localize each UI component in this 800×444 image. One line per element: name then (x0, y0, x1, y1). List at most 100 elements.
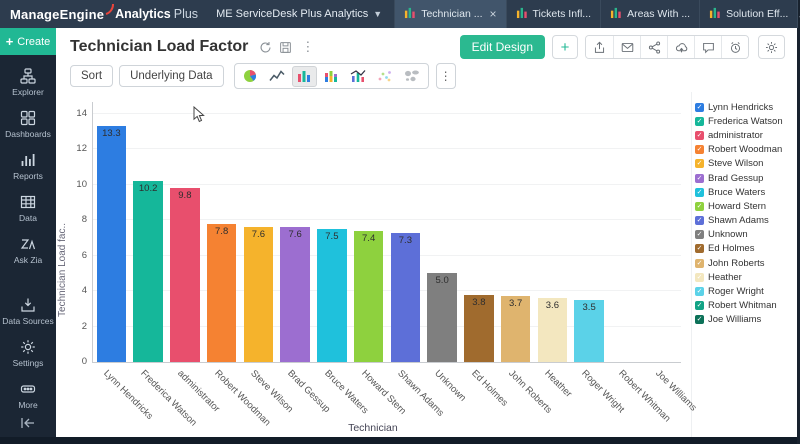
bar-brad-gessup[interactable] (280, 227, 310, 362)
bar-robert-woodman[interactable] (206, 223, 237, 362)
legend-checkbox[interactable]: ✓ (695, 159, 704, 169)
more-options-icon[interactable]: ⋮ (301, 39, 315, 54)
create-button[interactable]: + Create (0, 28, 56, 55)
tab-areas-with[interactable]: Areas With ... (600, 0, 699, 28)
publish-button[interactable] (667, 36, 694, 58)
add-button[interactable]: + (552, 35, 578, 59)
sidebar-nav: Explorer Dashboards Reports Data Ask Zia Data… (0, 55, 56, 410)
comment-button[interactable] (694, 36, 721, 58)
sidebar-item-ask-zia[interactable]: Ask Zia (0, 236, 56, 265)
legend-checkbox[interactable]: ✓ (695, 130, 704, 140)
sidebar-item-settings[interactable]: Settings (0, 339, 56, 368)
legend-item-brad-gessup[interactable]: ✓ Brad Gessup (695, 171, 793, 185)
chevron-down-icon: ▼ (373, 9, 383, 19)
save-icon[interactable] (279, 41, 292, 54)
brand-logo[interactable]: ManageEngine Analytics Plus (0, 2, 206, 26)
edit-design-button[interactable]: Edit Design (459, 35, 545, 59)
y-tick-label: 10 (76, 178, 87, 190)
bar-john-roberts[interactable] (500, 296, 531, 362)
legend-checkbox[interactable]: ✓ (695, 244, 704, 254)
legend-checkbox[interactable]: ✓ (695, 173, 704, 183)
legend-checkbox[interactable]: ✓ (695, 272, 704, 282)
legend-item-unknown[interactable]: ✓ Unknown (695, 228, 793, 242)
chart-type-line-button[interactable] (265, 66, 290, 87)
sidebar-item-reports[interactable]: Reports (0, 152, 56, 181)
share-button[interactable] (640, 36, 667, 58)
legend-checkbox[interactable]: ✓ (695, 315, 704, 325)
chart-region: 0 2 4 6 8 10 12 14 13.3 Lynn Hendricks 10.2 Frederi… (56, 92, 797, 437)
bar-administrator[interactable] (170, 188, 200, 362)
legend-checkbox[interactable]: ✓ (695, 216, 704, 226)
legend-item-howard-stern[interactable]: ✓ Howard Stern (695, 199, 793, 213)
legend-item-shawn-adams[interactable]: ✓ Shawn Adams (695, 214, 793, 228)
bar-bruce-waters[interactable] (317, 229, 347, 362)
report-action-buttons (585, 35, 749, 59)
sidebar-item-data-sources[interactable]: Data Sources (0, 297, 56, 326)
close-icon[interactable]: × (489, 7, 497, 21)
legend-item-roger-wright[interactable]: ✓ Roger Wright (695, 284, 793, 298)
collapse-sidebar-button[interactable] (20, 416, 36, 432)
legend-item-joe-williams[interactable]: ✓ Joe Williams (695, 313, 793, 327)
tab-label: Solution Eff... (726, 8, 789, 20)
legend-item-bruce-waters[interactable]: ✓ Bruce Waters (695, 185, 793, 199)
legend-checkbox[interactable]: ✓ (695, 230, 704, 240)
chart-type-scatter-button[interactable] (373, 66, 398, 87)
email-button[interactable] (613, 36, 640, 58)
sidebar-item-more[interactable]: More (0, 381, 56, 410)
comment-icon (702, 41, 715, 54)
alert-button[interactable] (721, 36, 748, 58)
chart-type-bar-line-button[interactable] (346, 66, 371, 87)
bar-heather[interactable] (537, 298, 568, 362)
export-button[interactable] (586, 36, 613, 58)
bar-howard-stern[interactable] (353, 230, 384, 362)
legend-item-heather[interactable]: ✓ Heather (695, 270, 793, 284)
legend-checkbox[interactable]: ✓ (695, 201, 704, 211)
page-title: Technician Load Factor (70, 38, 249, 55)
chart-type-stacked-bar-button[interactable] (319, 66, 344, 87)
legend-label: Lynn Hendricks (708, 101, 774, 113)
tab-technician[interactable]: Technician ... × (394, 0, 506, 28)
legend-checkbox[interactable]: ✓ (695, 116, 704, 126)
tab-solution-eff[interactable]: Solution Eff... (699, 0, 799, 28)
bar-lynn-hendricks[interactable] (96, 126, 127, 362)
bar-shawn-adams[interactable] (390, 232, 421, 362)
sidebar-item-dashboards[interactable]: Dashboards (0, 110, 56, 139)
bar-roger-wright[interactable] (574, 300, 604, 362)
underlying-data-button[interactable]: Underlying Data (119, 65, 224, 87)
y-tick-label: 2 (81, 320, 87, 332)
refresh-icon[interactable] (259, 41, 272, 54)
bar-frederica-watson[interactable] (133, 181, 163, 362)
chart-type-more-button[interactable]: ⋮ (435, 63, 456, 89)
legend-item-robert-woodman[interactable]: ✓ Robert Woodman (695, 143, 793, 157)
legend-checkbox[interactable]: ✓ (695, 187, 704, 197)
workspace-name: ME ServiceDesk Plus Analytics (216, 8, 369, 20)
sidebar-item-label: Dashboards (5, 129, 51, 139)
legend-checkbox[interactable]: ✓ (695, 287, 704, 297)
bar-ed-holmes[interactable] (464, 294, 494, 362)
legend-item-frederica-watson[interactable]: ✓ Frederica Watson (695, 114, 793, 128)
legend-item-robert-whitman[interactable]: ✓ Robert Whitman (695, 299, 793, 313)
legend-item-john-roberts[interactable]: ✓ John Roberts (695, 256, 793, 270)
bar-unknown[interactable] (427, 273, 457, 362)
workspace-dropdown[interactable]: ME ServiceDesk Plus Analytics ▼ (216, 8, 382, 20)
publish-icon (675, 41, 688, 54)
sidebar-item-explorer[interactable]: Explorer (0, 68, 56, 97)
legend-checkbox[interactable]: ✓ (695, 258, 704, 268)
chart-type-bar-button[interactable] (291, 65, 317, 87)
legend-checkbox[interactable]: ✓ (695, 301, 704, 311)
chart-type-pie-button[interactable] (238, 66, 263, 87)
legend-item-ed-holmes[interactable]: ✓ Ed Holmes (695, 242, 793, 256)
legend-item-lynn-hendricks[interactable]: ✓ Lynn Hendricks (695, 100, 793, 114)
legend-item-administrator[interactable]: ✓ administrator (695, 128, 793, 142)
sidebar-item-data[interactable]: Data (0, 194, 56, 223)
sort-button[interactable]: Sort (70, 65, 114, 87)
more-icon (20, 381, 36, 397)
bar-chart: 0 2 4 6 8 10 12 14 13.3 Lynn Hendricks 10.2 Frederi… (56, 92, 698, 437)
bar-steve-wilson[interactable] (243, 227, 274, 362)
legend-item-steve-wilson[interactable]: ✓ Steve Wilson (695, 157, 793, 171)
report-settings-button[interactable] (758, 35, 785, 59)
chart-type-map-button[interactable] (400, 66, 425, 87)
legend-checkbox[interactable]: ✓ (695, 145, 704, 155)
legend-checkbox[interactable]: ✓ (695, 102, 704, 112)
tab-tickets-infl[interactable]: Tickets Infl... (505, 0, 601, 28)
